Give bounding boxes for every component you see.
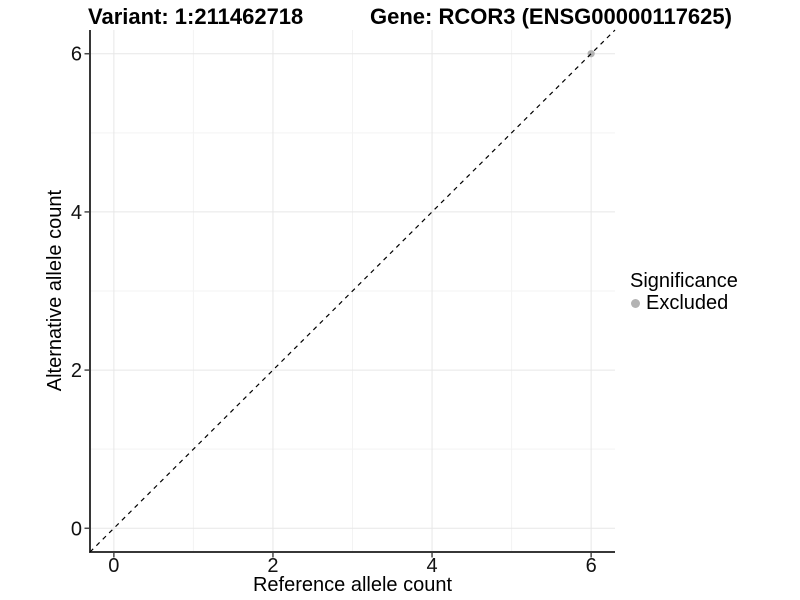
plot-title-gene: Gene: RCOR3 (ENSG00000117625)	[370, 4, 732, 29]
plot-title-variant: Variant: 1:211462718	[88, 4, 304, 29]
y-tick-label: 0	[71, 518, 82, 540]
y-tick-label: 4	[71, 202, 82, 224]
x-tick-label: 6	[586, 555, 597, 577]
identity-dashed-line	[89, 29, 616, 553]
y-axis-title: Alternative allele count	[44, 190, 66, 392]
legend-marker-circle-icon	[631, 298, 640, 308]
legend-title: Significance	[630, 270, 738, 292]
x-axis-title: Reference allele count	[252, 574, 452, 596]
legend-item-excluded: Excluded	[630, 293, 738, 313]
x-tick-label: 4	[426, 555, 437, 577]
y-tick-label: 6	[71, 44, 82, 66]
y-axis-title-wrap: Alternative allele count	[44, 30, 66, 552]
legend: Significance Excluded	[630, 270, 738, 314]
legend-item-label: Excluded	[646, 292, 729, 314]
x-tick-label: 2	[267, 555, 278, 577]
x-tick-label: 0	[108, 555, 119, 577]
y-tick-label: 2	[71, 360, 82, 382]
